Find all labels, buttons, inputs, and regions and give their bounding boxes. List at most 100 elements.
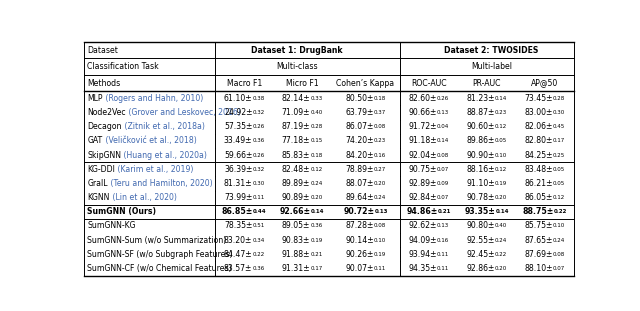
- Text: 0.21: 0.21: [310, 252, 323, 257]
- Text: (Karim et al., 2019): (Karim et al., 2019): [115, 165, 194, 174]
- Text: 94.09±: 94.09±: [408, 236, 437, 245]
- Text: 0.10: 0.10: [495, 153, 507, 158]
- Text: 90.80±: 90.80±: [467, 221, 495, 230]
- Text: 81.31±: 81.31±: [224, 179, 252, 188]
- Text: 63.79±: 63.79±: [345, 108, 374, 117]
- Text: 0.24: 0.24: [495, 238, 507, 243]
- Text: 90.78±: 90.78±: [467, 193, 495, 202]
- Text: 0.11: 0.11: [252, 195, 264, 200]
- Text: 0.28: 0.28: [310, 124, 323, 129]
- Text: 88.10±: 88.10±: [524, 264, 553, 273]
- Text: (Veličković et al., 2018): (Veličković et al., 2018): [102, 137, 196, 145]
- Text: GraIL: GraIL: [88, 179, 108, 188]
- Text: Macro F1: Macro F1: [227, 79, 262, 88]
- Text: 0.36: 0.36: [310, 224, 323, 229]
- Text: SumGNN-SF (w/o Subgraph Features): SumGNN-SF (w/o Subgraph Features): [88, 250, 233, 259]
- Text: 0.21: 0.21: [438, 209, 451, 214]
- Text: 86.07±: 86.07±: [345, 122, 374, 131]
- Text: Node2Vec: Node2Vec: [88, 108, 126, 117]
- Text: 94.86±: 94.86±: [406, 207, 438, 216]
- Text: 0.16: 0.16: [374, 153, 386, 158]
- Text: Dataset 2: TWOSIDES: Dataset 2: TWOSIDES: [444, 46, 539, 55]
- Text: 91.10±: 91.10±: [466, 179, 495, 188]
- Text: 93.35±: 93.35±: [465, 207, 495, 216]
- Text: 0.14: 0.14: [495, 96, 507, 101]
- Text: 36.39±: 36.39±: [224, 165, 252, 174]
- Text: PR-AUC: PR-AUC: [472, 79, 501, 88]
- Text: 0.51: 0.51: [252, 224, 264, 229]
- Text: 90.72±: 90.72±: [343, 207, 374, 216]
- Text: 85.83±: 85.83±: [282, 151, 310, 160]
- Text: 0.23: 0.23: [495, 110, 507, 115]
- Text: 0.04: 0.04: [437, 124, 449, 129]
- Text: 33.49±: 33.49±: [224, 137, 252, 145]
- Text: 0.30: 0.30: [252, 181, 265, 186]
- Text: 73.45±: 73.45±: [524, 94, 553, 103]
- Text: 0.22: 0.22: [252, 252, 265, 257]
- Text: 0.33: 0.33: [310, 96, 323, 101]
- Text: 83.20±: 83.20±: [224, 236, 252, 245]
- Text: 0.16: 0.16: [437, 238, 449, 243]
- Text: 74.20±: 74.20±: [345, 137, 374, 145]
- Text: 92.84±: 92.84±: [408, 193, 437, 202]
- Text: 0.11: 0.11: [437, 266, 449, 271]
- Text: 92.55±: 92.55±: [467, 236, 495, 245]
- Text: 87.19±: 87.19±: [282, 122, 310, 131]
- Text: 0.30: 0.30: [552, 110, 565, 115]
- Text: SumGNN (Ours): SumGNN (Ours): [88, 207, 156, 216]
- Text: 71.09±: 71.09±: [282, 108, 310, 117]
- Text: 92.66±: 92.66±: [280, 207, 311, 216]
- Text: 82.48±: 82.48±: [282, 165, 310, 174]
- Text: 0.19: 0.19: [310, 238, 323, 243]
- Text: 82.80±: 82.80±: [524, 137, 552, 145]
- Text: 87.69±: 87.69±: [524, 250, 552, 259]
- Text: 78.89±: 78.89±: [345, 165, 374, 174]
- Text: 88.75±: 88.75±: [522, 207, 554, 216]
- Text: 89.89±: 89.89±: [282, 179, 310, 188]
- Text: SumGNN-KG: SumGNN-KG: [88, 221, 136, 230]
- Text: 0.38: 0.38: [252, 96, 265, 101]
- Text: Micro F1: Micro F1: [286, 79, 319, 88]
- Text: Methods: Methods: [88, 79, 121, 88]
- Text: 0.20: 0.20: [374, 181, 386, 186]
- Text: 0.10: 0.10: [552, 224, 565, 229]
- Text: 91.72±: 91.72±: [408, 122, 437, 131]
- Text: Dataset: Dataset: [88, 46, 118, 55]
- Text: 0.11: 0.11: [374, 266, 386, 271]
- Text: 0.22: 0.22: [495, 252, 507, 257]
- Text: Classification Task: Classification Task: [88, 62, 159, 71]
- Text: 0.24: 0.24: [374, 195, 386, 200]
- Text: 0.10: 0.10: [374, 238, 386, 243]
- Text: 86.21±: 86.21±: [524, 179, 553, 188]
- Text: 57.35±: 57.35±: [224, 122, 252, 131]
- Text: 86.05±: 86.05±: [524, 193, 552, 202]
- Text: 0.26: 0.26: [252, 153, 264, 158]
- Text: 86.85±: 86.85±: [222, 207, 253, 216]
- Text: 90.75±: 90.75±: [408, 165, 437, 174]
- Text: 0.18: 0.18: [374, 96, 386, 101]
- Text: 92.89±: 92.89±: [408, 179, 437, 188]
- Text: 83.57±: 83.57±: [224, 264, 252, 273]
- Text: 0.07: 0.07: [437, 195, 449, 200]
- Text: 91.18±: 91.18±: [408, 137, 437, 145]
- Text: 83.00±: 83.00±: [524, 108, 552, 117]
- Text: 91.88±: 91.88±: [282, 250, 310, 259]
- Text: 0.40: 0.40: [310, 110, 323, 115]
- Text: 77.18±: 77.18±: [282, 137, 310, 145]
- Text: 0.22: 0.22: [554, 209, 567, 214]
- Text: 0.17: 0.17: [310, 266, 323, 271]
- Text: 89.05±: 89.05±: [282, 221, 310, 230]
- Text: 82.06±: 82.06±: [524, 122, 552, 131]
- Text: SkipGNN: SkipGNN: [88, 151, 122, 160]
- Text: AP@50: AP@50: [531, 79, 558, 88]
- Text: (Teru and Hamilton, 2020): (Teru and Hamilton, 2020): [108, 179, 212, 188]
- Text: 0.40: 0.40: [495, 224, 507, 229]
- Text: 92.04±: 92.04±: [408, 151, 437, 160]
- Text: 92.86±: 92.86±: [467, 264, 495, 273]
- Text: 92.45±: 92.45±: [467, 250, 495, 259]
- Text: Multi-class: Multi-class: [276, 62, 318, 71]
- Text: 0.34: 0.34: [252, 238, 264, 243]
- Text: 0.15: 0.15: [310, 138, 323, 143]
- Text: SumGNN-Sum (w/o Summarization): SumGNN-Sum (w/o Summarization): [88, 236, 227, 245]
- Text: 0.05: 0.05: [495, 138, 507, 143]
